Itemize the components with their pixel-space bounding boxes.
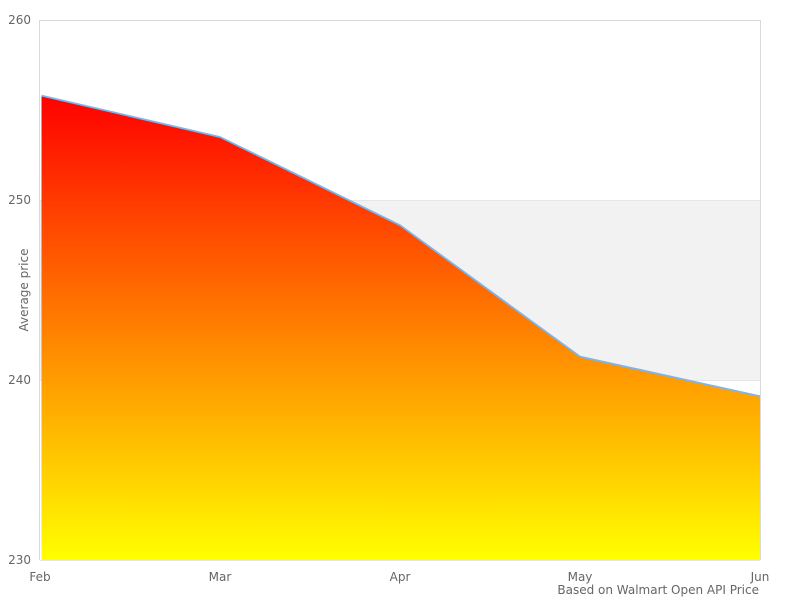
x-tick-label-mar: Mar [208,570,232,584]
x-tick-label-may: May [567,570,593,584]
x-tick-label-jun: Jun [750,570,770,584]
y-tick-label-240: 240 [8,373,31,387]
price-series-line[interactable] [41,94,761,398]
y-tick-label-230: 230 [8,553,31,567]
price-series-area[interactable] [41,95,761,560]
y-axis-title: Average price [17,249,31,332]
chart-caption: Based on Walmart Open API Price [557,583,759,597]
plot-border [39,20,761,560]
x-tick-label-apr: Apr [389,570,411,584]
x-tick-label-feb: Feb [29,570,51,584]
y-tick-label-250: 250 [8,193,31,207]
y-tick-label-260: 260 [8,13,31,27]
